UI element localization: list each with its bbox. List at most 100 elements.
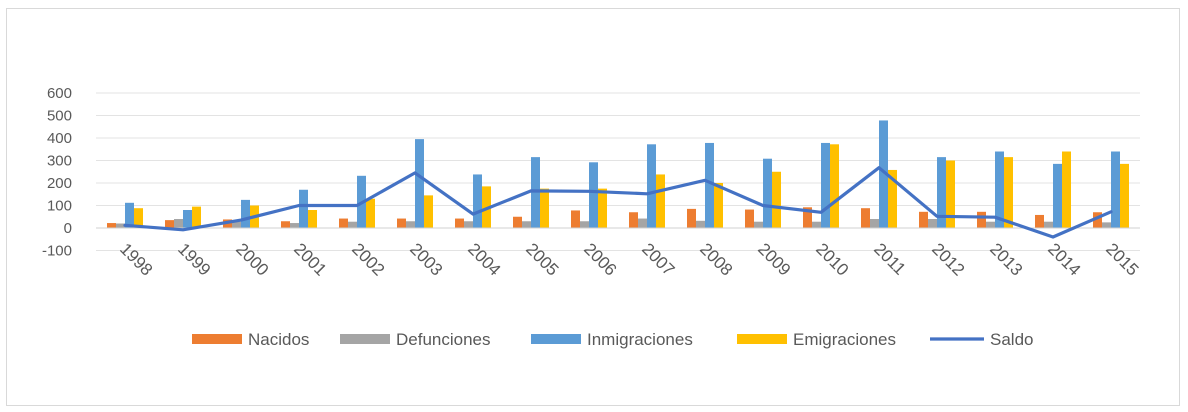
bar-nacidos-2001 (281, 221, 290, 228)
bar-defunciones-2004 (464, 221, 473, 228)
legend-label-emigraciones: Emigraciones (793, 330, 896, 349)
bar-inmigraciones-2007 (647, 144, 656, 228)
bar-emigraciones-2009 (772, 171, 781, 228)
y-tick-label: 300 (47, 153, 72, 170)
bar-inmigraciones-2008 (705, 142, 714, 228)
bar-nacidos-2009 (745, 209, 754, 228)
bar-emigraciones-2008 (714, 183, 723, 228)
line-saldo (123, 166, 1113, 239)
x-tick-label: 2001 (290, 239, 330, 279)
bar-defunciones-2006 (580, 221, 589, 228)
bar-defunciones-2008 (696, 220, 705, 228)
bar-defunciones-2014 (1044, 221, 1053, 228)
bar-series (107, 120, 1129, 228)
bar-nacidos-2005 (513, 216, 522, 228)
x-tick-label: 2014 (1044, 239, 1084, 279)
legend-swatch-emigraciones (737, 334, 787, 344)
legend-label-inmigraciones: Inmigraciones (587, 330, 693, 349)
bar-inmigraciones-2010 (821, 142, 830, 228)
y-tick-label: 100 (47, 198, 72, 215)
bar-inmigraciones-2013 (995, 151, 1004, 228)
bar-defunciones-2011 (870, 219, 879, 228)
bar-emigraciones-1998 (134, 208, 143, 228)
bar-emigraciones-2007 (656, 174, 665, 228)
bar-inmigraciones-2001 (299, 189, 308, 228)
bar-inmigraciones-2009 (763, 158, 772, 228)
bar-nacidos-2011 (861, 208, 870, 228)
bar-nacidos-2008 (687, 208, 696, 228)
bar-inmigraciones-2015 (1111, 151, 1120, 228)
x-tick-label: 2000 (232, 239, 272, 279)
bar-emigraciones-2005 (540, 188, 549, 228)
bar-defunciones-2003 (406, 221, 415, 228)
bar-emigraciones-2010 (830, 144, 839, 228)
y-tick-label: 0 (64, 220, 72, 237)
bar-emigraciones-2011 (888, 169, 897, 228)
bar-emigraciones-2001 (308, 210, 317, 228)
bar-emigraciones-2013 (1004, 157, 1013, 228)
y-tick-label: 500 (47, 108, 72, 125)
bar-nacidos-2006 (571, 210, 580, 228)
x-tick-label: 1998 (116, 239, 156, 279)
bar-inmigraciones-2000 (241, 199, 250, 228)
x-tick-label: 2009 (754, 239, 794, 279)
x-tick-label: 2004 (464, 239, 504, 279)
bar-defunciones-2009 (754, 221, 763, 228)
bar-defunciones-2010 (812, 221, 821, 228)
x-tick-label: 2006 (580, 239, 620, 279)
legend-swatch-inmigraciones (531, 334, 581, 344)
x-tick-label: 2008 (696, 239, 736, 279)
bar-nacidos-1999 (165, 220, 174, 228)
bar-defunciones-2007 (638, 218, 647, 228)
bar-emigraciones-2015 (1120, 163, 1129, 228)
x-tick-label: 2015 (1102, 239, 1142, 279)
bar-inmigraciones-2006 (589, 162, 598, 228)
bar-inmigraciones-2004 (473, 174, 482, 228)
y-tick-label: 400 (47, 130, 72, 147)
bar-inmigraciones-1999 (183, 210, 192, 228)
bar-inmigraciones-2011 (879, 120, 888, 228)
bar-inmigraciones-2012 (937, 157, 946, 228)
bar-nacidos-2002 (339, 218, 348, 228)
x-tick-label: 2002 (348, 239, 388, 279)
bar-inmigraciones-1998 (125, 202, 134, 228)
bar-emigraciones-2006 (598, 188, 607, 228)
y-tick-label: 200 (47, 175, 72, 192)
bar-nacidos-2012 (919, 211, 928, 228)
bar-emigraciones-2012 (946, 160, 955, 228)
x-tick-label: 2010 (812, 239, 852, 279)
y-tick-label: 600 (47, 85, 72, 102)
legend-swatch-nacidos (192, 334, 242, 344)
saldo-line-series (123, 166, 1113, 239)
x-tick-label: 2007 (638, 239, 678, 279)
x-tick-label: 2003 (406, 239, 446, 279)
bar-nacidos-1998 (107, 223, 116, 228)
bar-inmigraciones-2005 (531, 157, 540, 228)
bar-inmigraciones-2014 (1053, 163, 1062, 228)
bar-defunciones-2001 (290, 223, 299, 228)
bar-nacidos-2007 (629, 212, 638, 228)
bar-nacidos-2003 (397, 218, 406, 228)
bar-emigraciones-2014 (1062, 151, 1071, 228)
bar-nacidos-2004 (455, 218, 464, 228)
x-tick-label: 2011 (870, 239, 909, 278)
bar-defunciones-2005 (522, 221, 531, 228)
legend: Nacidos Defunciones Inmigraciones Emigracio… (192, 330, 1033, 349)
bar-defunciones-1998 (116, 223, 125, 228)
legend-swatch-defunciones (340, 334, 390, 344)
bar-defunciones-2015 (1102, 222, 1111, 228)
bar-nacidos-2010 (803, 207, 812, 228)
x-tick-label: 2013 (986, 239, 1026, 279)
x-axis-ticks: 1998 1999 2000 2001 2002 2003 2004 2005 2006 2007… (116, 239, 1142, 279)
bar-emigraciones-1999 (192, 206, 201, 228)
bar-defunciones-2013 (986, 221, 995, 228)
x-tick-label: 1999 (174, 239, 214, 279)
bar-defunciones-2002 (348, 221, 357, 228)
bar-nacidos-2015 (1093, 212, 1102, 228)
x-tick-label: 2005 (522, 239, 562, 279)
bar-inmigraciones-2003 (415, 139, 424, 228)
legend-label-nacidos: Nacidos (248, 330, 309, 349)
x-tick-label: 2012 (928, 239, 968, 279)
bar-nacidos-2014 (1035, 214, 1044, 228)
